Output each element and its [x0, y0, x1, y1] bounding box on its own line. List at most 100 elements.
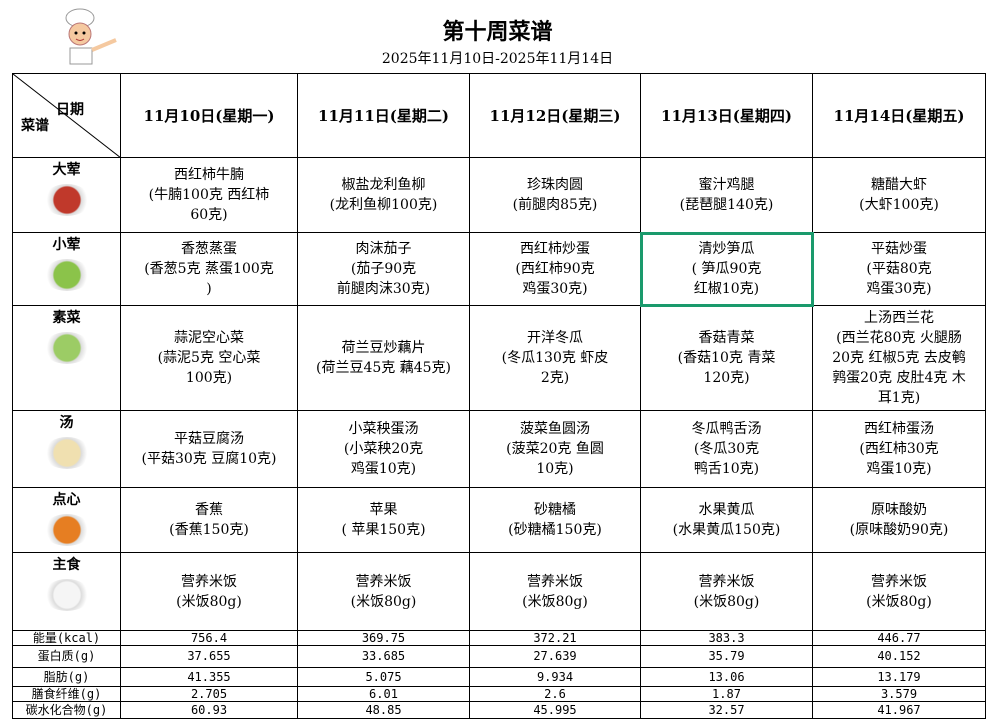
nutrition-value[interactable]: 35.79 [640, 645, 813, 668]
category-cell: 大荤 [12, 157, 121, 233]
nutrition-row: 膳食纤维(g) 2.705 6.01 2.6 1.87 3.579 [12, 686, 986, 702]
category-label: 汤 [59, 415, 74, 431]
nutrition-value[interactable]: 372.21 [469, 630, 641, 646]
menu-row: 大荤 西红柿牛腩 (牛腩100克 西红柿 60克) 椒盐龙利鱼柳 (龙利鱼柳100克… [12, 157, 986, 233]
dish-cell[interactable]: 平菇豆腐汤 (平菇30克 豆腐10克) [120, 410, 298, 488]
day-header[interactable]: 11月10日(星期一) [120, 73, 298, 158]
dish-cell[interactable]: 原味酸奶 (原味酸奶90克) [812, 487, 986, 553]
menu-row: 小荤 香葱蒸蛋 (香葱5克 蒸蛋100克 ) 肉沫茄子 (茄子90克 前腿肉沫30克… [12, 231, 986, 307]
nutrition-value[interactable]: 3.579 [812, 686, 986, 702]
nutrition-value[interactable]: 60.93 [120, 701, 298, 719]
nutrition-label: 脂肪(g) [12, 667, 121, 687]
day-header[interactable]: 11月11日(星期二) [297, 73, 470, 158]
nutrition-value[interactable]: 5.075 [297, 667, 470, 687]
dish-cell[interactable]: 荷兰豆炒藕片 (荷兰豆45克 藕45克) [297, 305, 470, 411]
nutrition-row: 脂肪(g) 41.355 5.075 9.934 13.06 13.179 [12, 667, 986, 687]
nutrition-value[interactable]: 2.705 [120, 686, 298, 702]
dish-cell[interactable]: 珍珠肉圆 (前腿肉85克) [469, 157, 641, 233]
nutrition-label: 膳食纤维(g) [12, 686, 121, 702]
dish-cell[interactable]: 营养米饭 (米饭80g) [297, 552, 470, 631]
dish-cell[interactable]: 香葱蒸蛋 (香葱5克 蒸蛋100克 ) [120, 232, 298, 306]
dish-cell[interactable]: 肉沫茄子 (茄子90克 前腿肉沫30克) [297, 232, 470, 306]
nutrition-value[interactable]: 446.77 [812, 630, 986, 646]
menu-table: 日期 菜谱 11月10日(星期一) 11月11日(星期二) 11月12日(星期三) 11月… [12, 73, 986, 719]
dish-cell[interactable]: 香菇青菜 (香菇10克 青菜 120克) [640, 305, 813, 411]
menu-row: 点心 香蕉 (香蕉150克) 苹果 ( 苹果150克) 砂糖橘 (砂糖橘150克) 水果… [12, 487, 986, 553]
nutrition-value[interactable]: 383.3 [640, 630, 813, 646]
dish-cell[interactable]: 蒜泥空心菜 (蒜泥5克 空心菜 100克) [120, 305, 298, 411]
nutrition-row: 能量(kcal) 756.4 369.75 372.21 383.3 446.77 [12, 630, 986, 646]
nutrition-value[interactable]: 41.355 [120, 667, 298, 687]
nutrition-value[interactable]: 756.4 [120, 630, 298, 646]
chef-icon [65, 8, 117, 65]
dish-cell[interactable]: 砂糖橘 (砂糖橘150克) [469, 487, 641, 553]
category-cell: 小荤 [12, 232, 121, 306]
day-header[interactable]: 11月13日(星期四) [640, 73, 813, 158]
nutrition-label: 能量(kcal) [12, 630, 121, 646]
dish-cell[interactable]: 营养米饭 (米饭80g) [640, 552, 813, 631]
soup-icon [42, 437, 91, 469]
menu-row: 主食 营养米饭 (米饭80g) 营养米饭 (米饭80g) 营养米饭 (米饭80g) 营养… [12, 552, 986, 631]
nutrition-value[interactable]: 369.75 [297, 630, 470, 646]
menu-label: 菜谱 [21, 118, 49, 134]
dish-cell[interactable]: 清炒笋瓜 ( 笋瓜90克 红椒10克) [639, 231, 814, 307]
dish-cell[interactable]: 椒盐龙利鱼柳 (龙利鱼柳100克) [297, 157, 470, 233]
dish-cell[interactable]: 上汤西兰花 (西兰花80克 火腿肠 20克 红椒5克 去皮鹌 鹑蛋20克 皮肚4… [812, 305, 986, 411]
nutrition-value[interactable]: 6.01 [297, 686, 470, 702]
nutrition-label: 蛋白质(g) [12, 645, 121, 668]
nutrition-value[interactable]: 33.685 [297, 645, 470, 668]
dish-cell[interactable]: 营养米饭 (米饭80g) [120, 552, 298, 631]
day-header[interactable]: 11月12日(星期三) [469, 73, 641, 158]
corner-cell: 日期 菜谱 [12, 73, 121, 158]
nutrition-row: 蛋白质(g) 37.655 33.685 27.639 35.79 40.152 [12, 645, 986, 668]
nutrition-value[interactable]: 32.57 [640, 701, 813, 719]
braised-beef-icon [42, 184, 91, 216]
dish-cell[interactable]: 小菜秧蛋汤 (小菜秧20克 鸡蛋10克) [297, 410, 470, 488]
nutrition-value[interactable]: 2.6 [469, 686, 641, 702]
dish-cell[interactable]: 苹果 ( 苹果150克) [297, 487, 470, 553]
dish-cell[interactable]: 平菇炒蛋 (平菇80克 鸡蛋30克) [812, 232, 986, 306]
nutrition-value[interactable]: 45.995 [469, 701, 641, 719]
stir-fry-icon [42, 259, 91, 291]
dish-cell[interactable]: 糖醋大虾 (大虾100克) [812, 157, 986, 233]
nutrition-value[interactable]: 13.06 [640, 667, 813, 687]
category-cell: 点心 [12, 487, 121, 553]
day-header[interactable]: 11月14日(星期五) [812, 73, 986, 158]
nutrition-value[interactable]: 41.967 [812, 701, 986, 719]
nutrition-value[interactable]: 27.639 [469, 645, 641, 668]
category-label: 大荤 [52, 162, 81, 178]
dish-cell[interactable]: 香蕉 (香蕉150克) [120, 487, 298, 553]
category-cell: 素菜 [12, 305, 121, 411]
category-label: 点心 [52, 492, 81, 508]
dish-cell[interactable]: 西红柿牛腩 (牛腩100克 西红柿 60克) [120, 157, 298, 233]
dessert-icon [42, 514, 91, 546]
date-label: 日期 [56, 102, 84, 118]
nutrition-value[interactable]: 40.152 [812, 645, 986, 668]
menu-row: 素菜 蒜泥空心菜 (蒜泥5克 空心菜 100克) 荷兰豆炒藕片 (荷兰豆45克 藕4… [12, 305, 986, 411]
page-title: 第十周菜谱 [442, 19, 553, 45]
nutrition-value[interactable]: 9.934 [469, 667, 641, 687]
dish-cell[interactable]: 西红柿炒蛋 (西红柿90克 鸡蛋30克) [469, 232, 641, 306]
category-label: 主食 [52, 557, 81, 573]
rice-bowl-icon [42, 579, 91, 611]
nutrition-value[interactable]: 1.87 [640, 686, 813, 702]
nutrition-label: 碳水化合物(g) [12, 701, 121, 719]
menu-row: 汤 平菇豆腐汤 (平菇30克 豆腐10克) 小菜秧蛋汤 (小菜秧20克 鸡蛋10克)… [12, 410, 986, 488]
dish-cell[interactable]: 西红柿蛋汤 (西红柿30克 鸡蛋10克) [812, 410, 986, 488]
category-cell: 汤 [12, 410, 121, 488]
dish-cell[interactable]: 菠菜鱼圆汤 (菠菜20克 鱼圆 10克) [469, 410, 641, 488]
dish-cell[interactable]: 冬瓜鸭舌汤 (冬瓜30克 鸭舌10克) [640, 410, 813, 488]
nutrition-value[interactable]: 37.655 [120, 645, 298, 668]
category-label: 素菜 [52, 310, 81, 326]
dish-cell[interactable]: 蜜汁鸡腿 (琵琶腿140克) [640, 157, 813, 233]
dish-cell[interactable]: 营养米饭 (米饭80g) [812, 552, 986, 631]
header-row: 日期 菜谱 11月10日(星期一) 11月11日(星期二) 11月12日(星期三) 11月… [12, 73, 986, 158]
nutrition-value[interactable]: 48.85 [297, 701, 470, 719]
nutrition-value[interactable]: 13.179 [812, 667, 986, 687]
category-label: 小荤 [52, 237, 81, 253]
dish-cell[interactable]: 营养米饭 (米饭80g) [469, 552, 641, 631]
dish-cell[interactable]: 水果黄瓜 (水果黄瓜150克) [640, 487, 813, 553]
asparagus-icon [42, 332, 91, 364]
dish-cell[interactable]: 开洋冬瓜 (冬瓜130克 虾皮 2克) [469, 305, 641, 411]
